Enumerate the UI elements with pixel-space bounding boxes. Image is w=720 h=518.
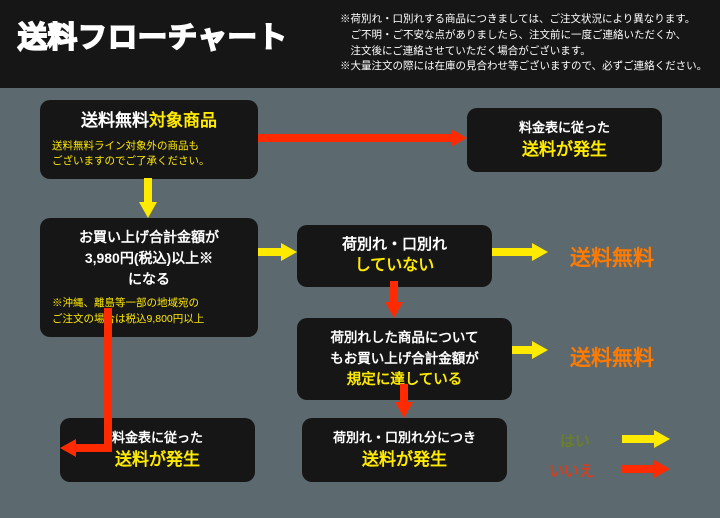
- legend-no-arrow: [0, 0, 720, 518]
